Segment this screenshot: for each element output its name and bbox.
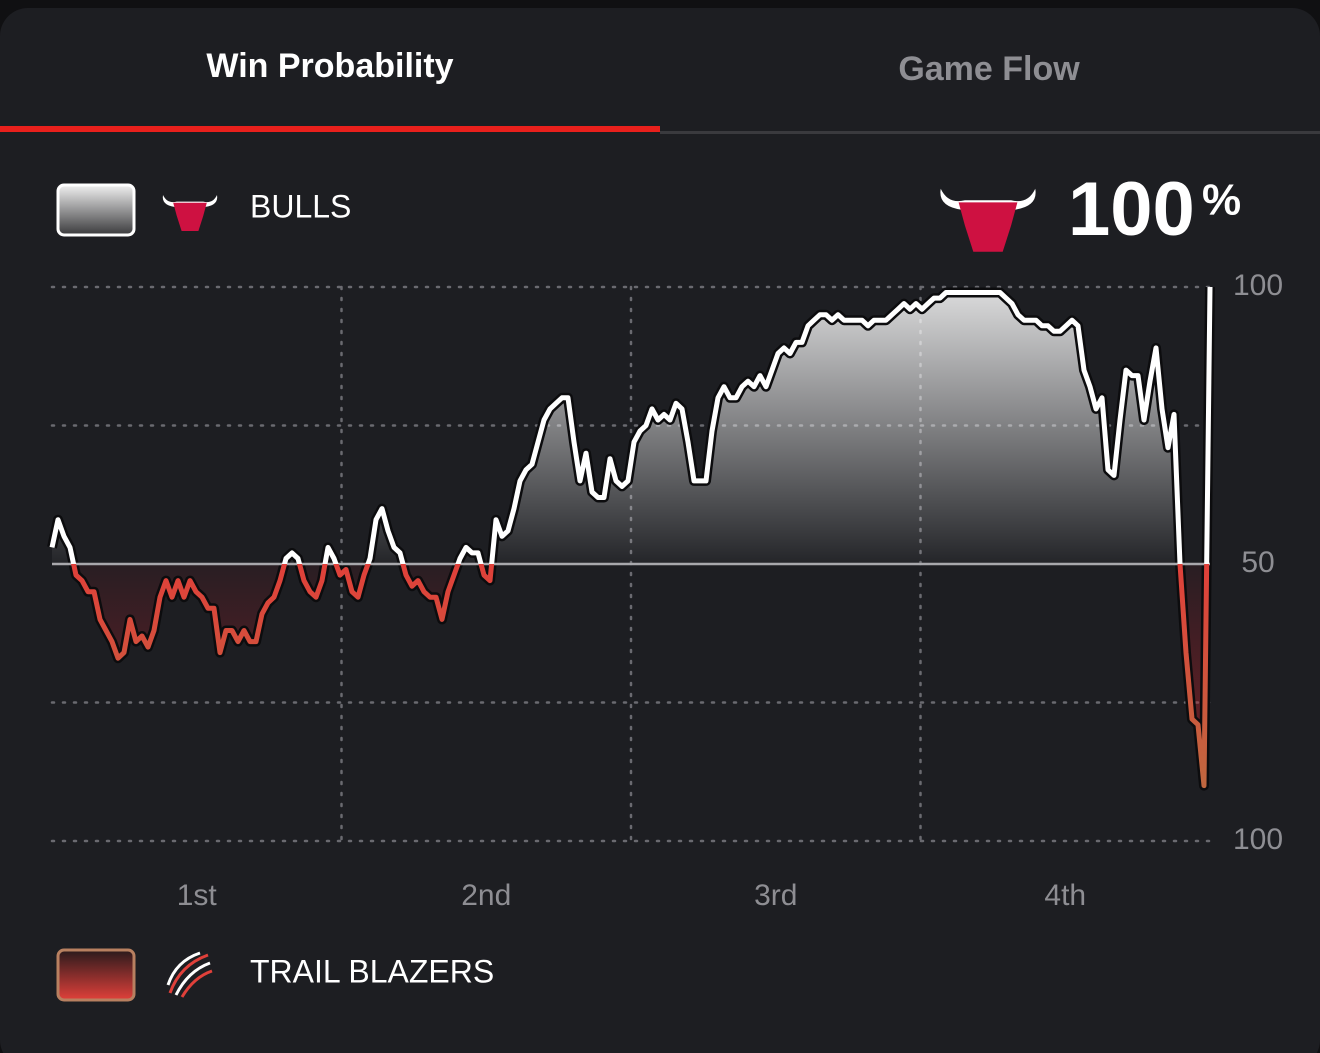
y-tick-label: 100 <box>1233 823 1283 856</box>
probability-line <box>49 286 1213 789</box>
x-tick-label: 1st <box>177 879 218 912</box>
legend-swatch <box>56 183 136 237</box>
legend-label: TRAIL BLAZERS <box>250 953 494 989</box>
bulls-logo-large <box>940 188 1036 252</box>
blazers-logo <box>166 951 213 998</box>
bulls-logo <box>162 195 218 231</box>
tab-divider <box>660 131 1320 134</box>
y-tick-label: 50 <box>1241 546 1274 579</box>
plot: 100 50 100 1st 2nd 3rd 4th <box>47 269 1283 912</box>
probability-area <box>52 287 1210 786</box>
tab-indicator <box>0 126 660 132</box>
tab-active[interactable]: Win Probability <box>206 47 453 85</box>
legend-swatch <box>56 948 136 1002</box>
tab[interactable]: Game Flow <box>898 50 1080 88</box>
headline-value: 100 <box>1068 167 1195 252</box>
y-tick-label: 100 <box>1233 269 1283 302</box>
headline-unit: % <box>1202 176 1241 225</box>
x-tick-label: 2nd <box>461 879 511 912</box>
x-tick-label: 3rd <box>754 879 797 912</box>
legend-label: BULLS <box>250 188 351 224</box>
x-tick-label: 4th <box>1044 879 1086 912</box>
